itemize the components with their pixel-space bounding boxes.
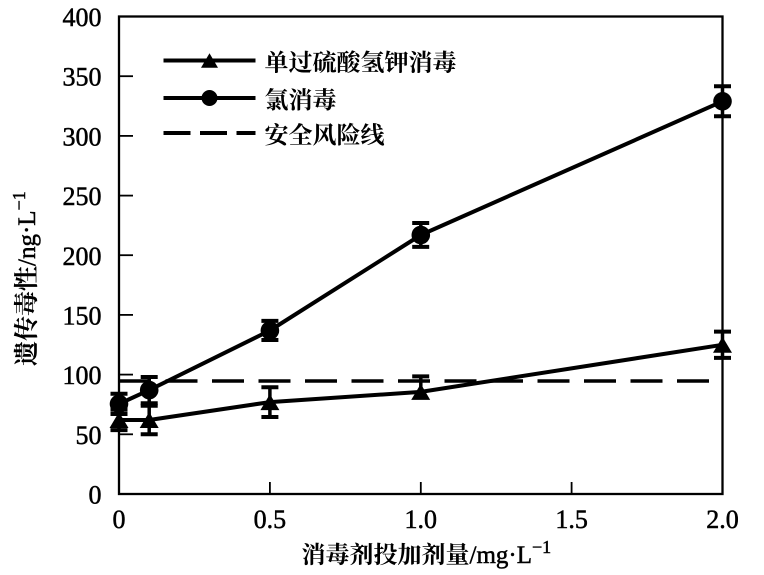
svg-text:350: 350 [63, 63, 102, 92]
svg-text:0: 0 [113, 505, 126, 534]
svg-text:250: 250 [63, 182, 102, 211]
svg-text:50: 50 [76, 421, 102, 450]
svg-text:1.0: 1.0 [405, 505, 438, 534]
svg-text:400: 400 [63, 3, 102, 32]
svg-text:200: 200 [63, 242, 102, 271]
svg-text:1.5: 1.5 [555, 505, 588, 534]
svg-text:100: 100 [63, 361, 102, 390]
svg-text:2.0: 2.0 [706, 505, 739, 534]
svg-text:0.5: 0.5 [254, 505, 287, 534]
svg-text:300: 300 [63, 122, 102, 151]
svg-text:0: 0 [89, 481, 102, 510]
svg-text:150: 150 [63, 301, 102, 330]
